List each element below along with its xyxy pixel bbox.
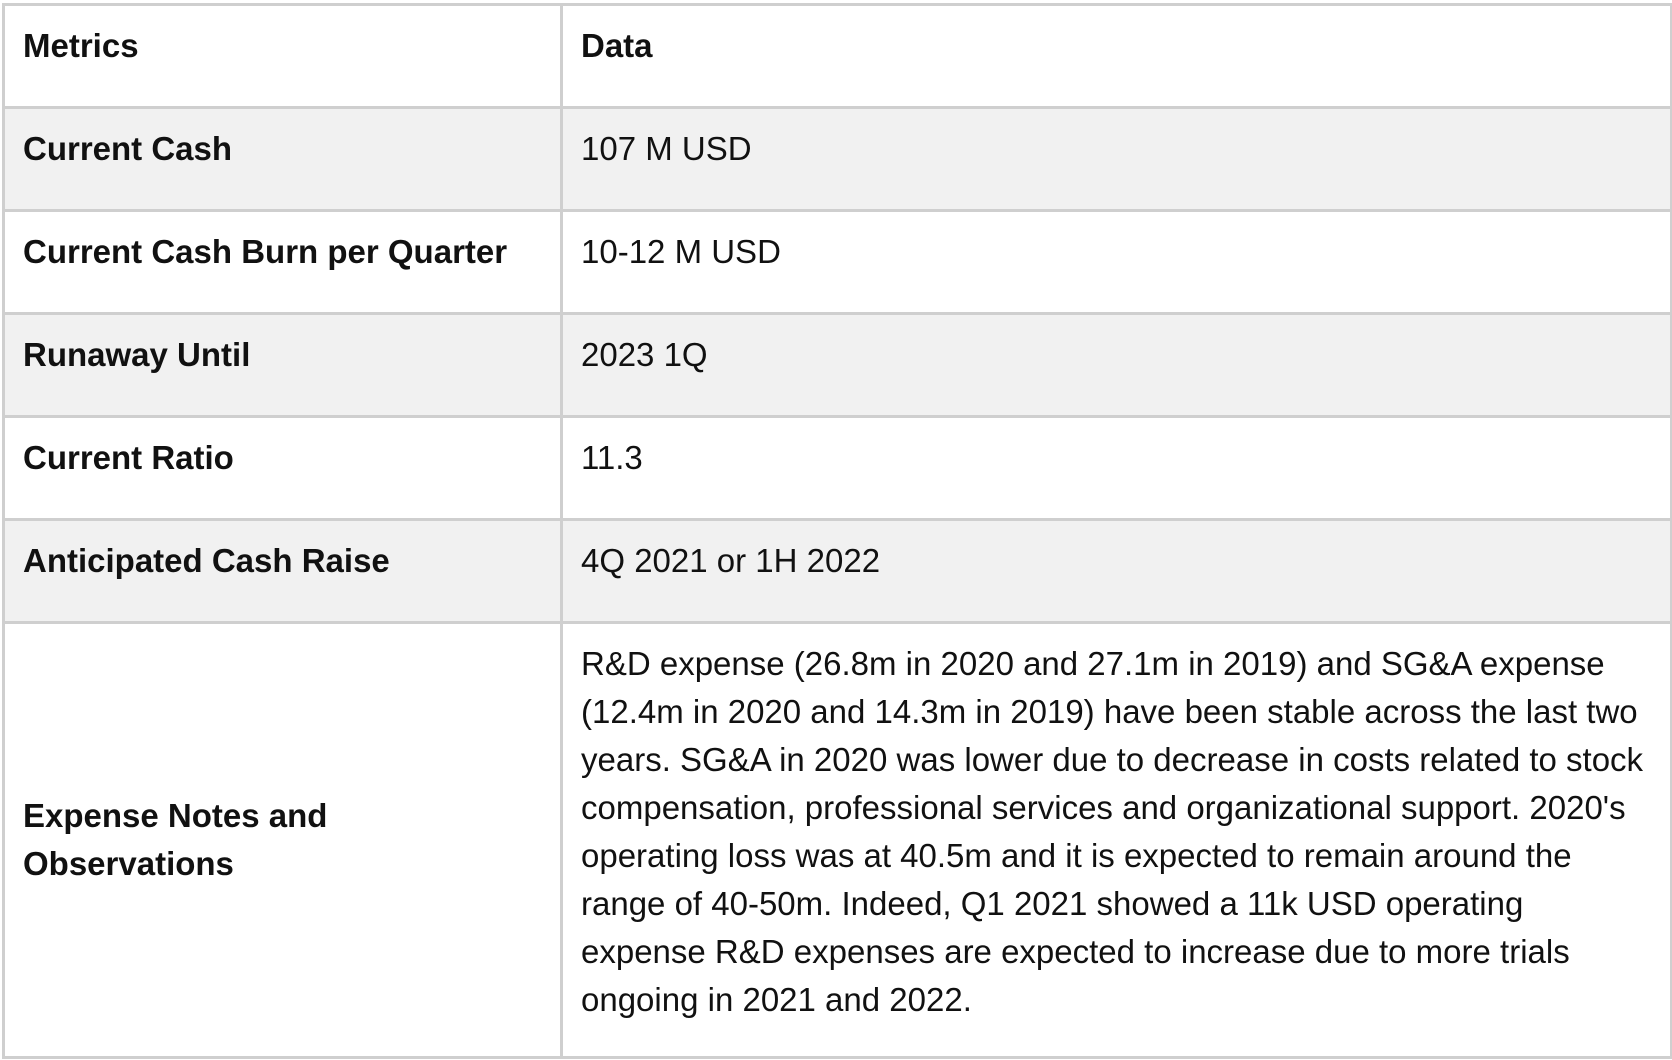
table-row: Anticipated Cash Raise 4Q 2021 or 1H 202… — [2, 518, 1672, 624]
table-row: Current Cash Burn per Quarter 10-12 M US… — [2, 209, 1672, 315]
metric-cell: Anticipated Cash Raise — [2, 518, 563, 624]
metric-cell: Current Ratio — [2, 415, 563, 521]
table-row: Expense Notes and Observations R&D expen… — [2, 621, 1672, 1059]
metric-cell: Current Cash — [2, 106, 563, 212]
metric-cell: Current Cash Burn per Quarter — [2, 209, 563, 315]
data-cell: 11.3 — [560, 415, 1672, 521]
expense-notes-text: R&D expense (26.8m in 2020 and 27.1m in … — [560, 621, 1672, 1059]
metrics-table: Metrics Data Current Cash 107 M USD Curr… — [2, 3, 1672, 1059]
header-data: Data — [560, 3, 1672, 109]
data-cell: 10-12 M USD — [560, 209, 1672, 315]
header-metrics: Metrics — [2, 3, 563, 109]
data-cell: 2023 1Q — [560, 312, 1672, 418]
table-header-row: Metrics Data — [2, 3, 1672, 109]
data-cell: 4Q 2021 or 1H 2022 — [560, 518, 1672, 624]
table-row: Current Ratio 11.3 — [2, 415, 1672, 521]
data-cell: 107 M USD — [560, 106, 1672, 212]
metric-cell: Runaway Until — [2, 312, 563, 418]
table-row: Current Cash 107 M USD — [2, 106, 1672, 212]
metric-cell: Expense Notes and Observations — [2, 621, 563, 1059]
table-row: Runaway Until 2023 1Q — [2, 312, 1672, 418]
